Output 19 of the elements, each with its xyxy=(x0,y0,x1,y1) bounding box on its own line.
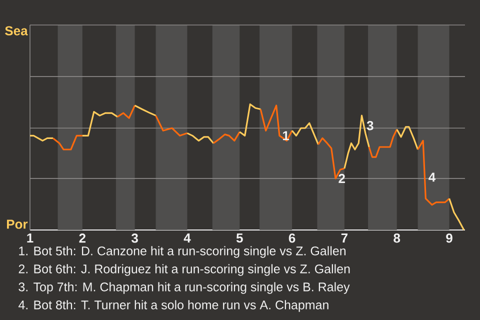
x-tick-label: 7 xyxy=(341,234,348,242)
annotation: 4 xyxy=(428,172,436,182)
x-tick-label: 3 xyxy=(132,234,138,243)
text: Sea xyxy=(5,26,28,36)
x-tick-label: 4 xyxy=(184,234,191,242)
annotation: 3 xyxy=(366,121,374,130)
text: 2. Bot 6th: J. Rodriguez hit a run-scoring single vs Z. Gallen xyxy=(18,264,350,276)
text: Por xyxy=(7,220,28,229)
text: 1. Bot 5th: D. Canzone hit a run-scoring single vs Z. Gallen xyxy=(19,246,346,258)
annotation: 2 xyxy=(338,174,345,183)
text: 3. Top 7th: M. Chapman hit a run-scoring single vs B. Raley xyxy=(18,282,350,294)
x-tick-label: 6 xyxy=(288,234,296,243)
annotation: 1 xyxy=(282,131,290,140)
x-tick-label: 9 xyxy=(446,234,452,243)
x-tick-label: 8 xyxy=(394,234,400,243)
x-tick-label: 2 xyxy=(79,234,86,243)
text: 4. Bot 8th: T. Turner hit a solo home run vs A. Chapman xyxy=(18,300,328,312)
x-tick-label: 5 xyxy=(236,234,243,243)
x-tick-label: 1 xyxy=(27,234,34,242)
